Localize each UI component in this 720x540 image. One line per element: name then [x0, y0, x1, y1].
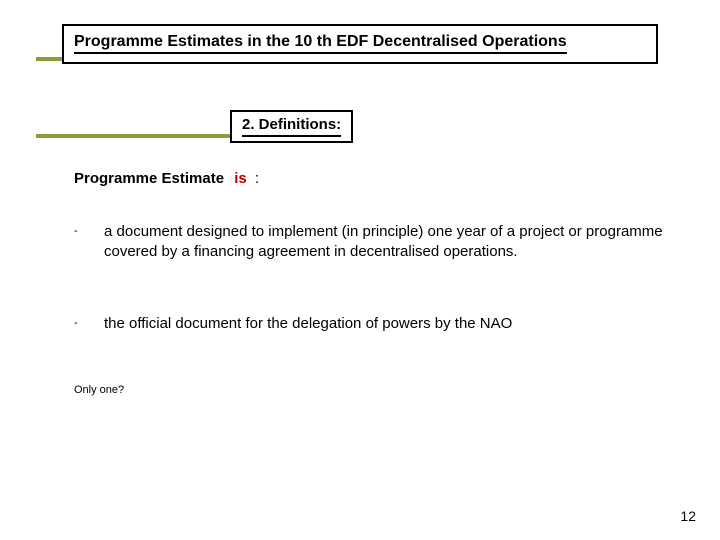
section-heading: 2. Definitions: — [242, 116, 341, 137]
page-number: 12 — [680, 508, 696, 524]
title-box: Programme Estimates in the 10 th EDF Dec… — [62, 24, 658, 64]
bullet-marker: - — [74, 224, 78, 239]
list-item: - a document designed to implement (in p… — [74, 222, 680, 263]
footer-note: Only one? — [74, 384, 124, 396]
lead-line: Programme Estimate is : — [74, 170, 259, 187]
bullet-marker: - — [74, 316, 78, 331]
lead-highlight-word: is — [234, 170, 247, 187]
bullet-text: the official document for the delegation… — [104, 314, 680, 334]
lead-suffix: : — [255, 170, 259, 187]
subtitle-box: 2. Definitions: — [230, 110, 353, 143]
page-title: Programme Estimates in the 10 th EDF Dec… — [74, 32, 567, 54]
subtitle-accent-bar — [36, 134, 230, 138]
title-accent-bar — [36, 57, 62, 61]
list-item: - the official document for the delegati… — [74, 314, 680, 334]
lead-bold-text: Programme Estimate — [74, 170, 224, 187]
bullet-text: a document designed to implement (in pri… — [104, 222, 680, 263]
